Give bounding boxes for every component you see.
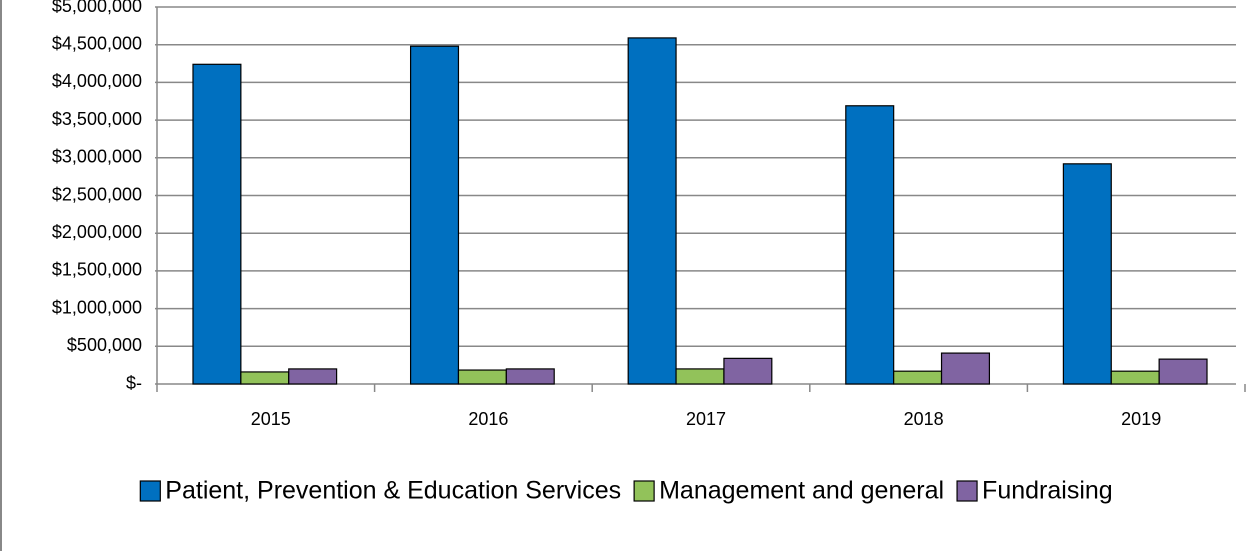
y-tick-label: $3,500,000	[52, 109, 142, 129]
y-tick-label: $1,000,000	[52, 297, 142, 317]
legend-label: Fundraising	[982, 477, 1113, 505]
y-tick-label: $3,000,000	[52, 147, 142, 167]
bar	[288, 368, 338, 385]
y-tick-label: $5,000,000	[52, 0, 142, 16]
bar	[192, 63, 242, 385]
y-tick-label: $4,000,000	[52, 71, 142, 91]
bar	[893, 370, 943, 385]
legend-label: Management and general	[659, 477, 944, 505]
legend-swatch	[956, 480, 978, 502]
y-tick-label: $2,000,000	[52, 222, 142, 242]
x-tick-label: 2016	[468, 409, 508, 429]
y-tick-label: $1,500,000	[52, 260, 142, 280]
bar	[240, 371, 290, 385]
bar	[409, 45, 460, 385]
bar	[940, 352, 991, 385]
bar	[505, 368, 555, 385]
y-tick-label: $4,500,000	[52, 33, 142, 53]
bar	[723, 357, 773, 385]
y-tick-label: $2,500,000	[52, 184, 142, 204]
bar	[675, 368, 725, 385]
y-tick-label: $-	[126, 373, 142, 393]
x-tick-label: 2015	[251, 409, 291, 429]
bar	[1110, 370, 1160, 385]
y-tick-label: $500,000	[67, 335, 142, 355]
bar	[1158, 358, 1208, 385]
x-tick-label: 2018	[904, 409, 944, 429]
bar	[1062, 163, 1112, 385]
legend-label: Patient, Prevention & Education Services	[165, 477, 621, 505]
legend-swatch	[633, 480, 655, 502]
bar	[457, 369, 507, 385]
x-tick-label: 2019	[1121, 409, 1161, 429]
bar	[627, 37, 677, 385]
bar	[845, 105, 895, 385]
x-tick-label: 2017	[686, 409, 726, 429]
legend-swatch	[139, 480, 161, 502]
